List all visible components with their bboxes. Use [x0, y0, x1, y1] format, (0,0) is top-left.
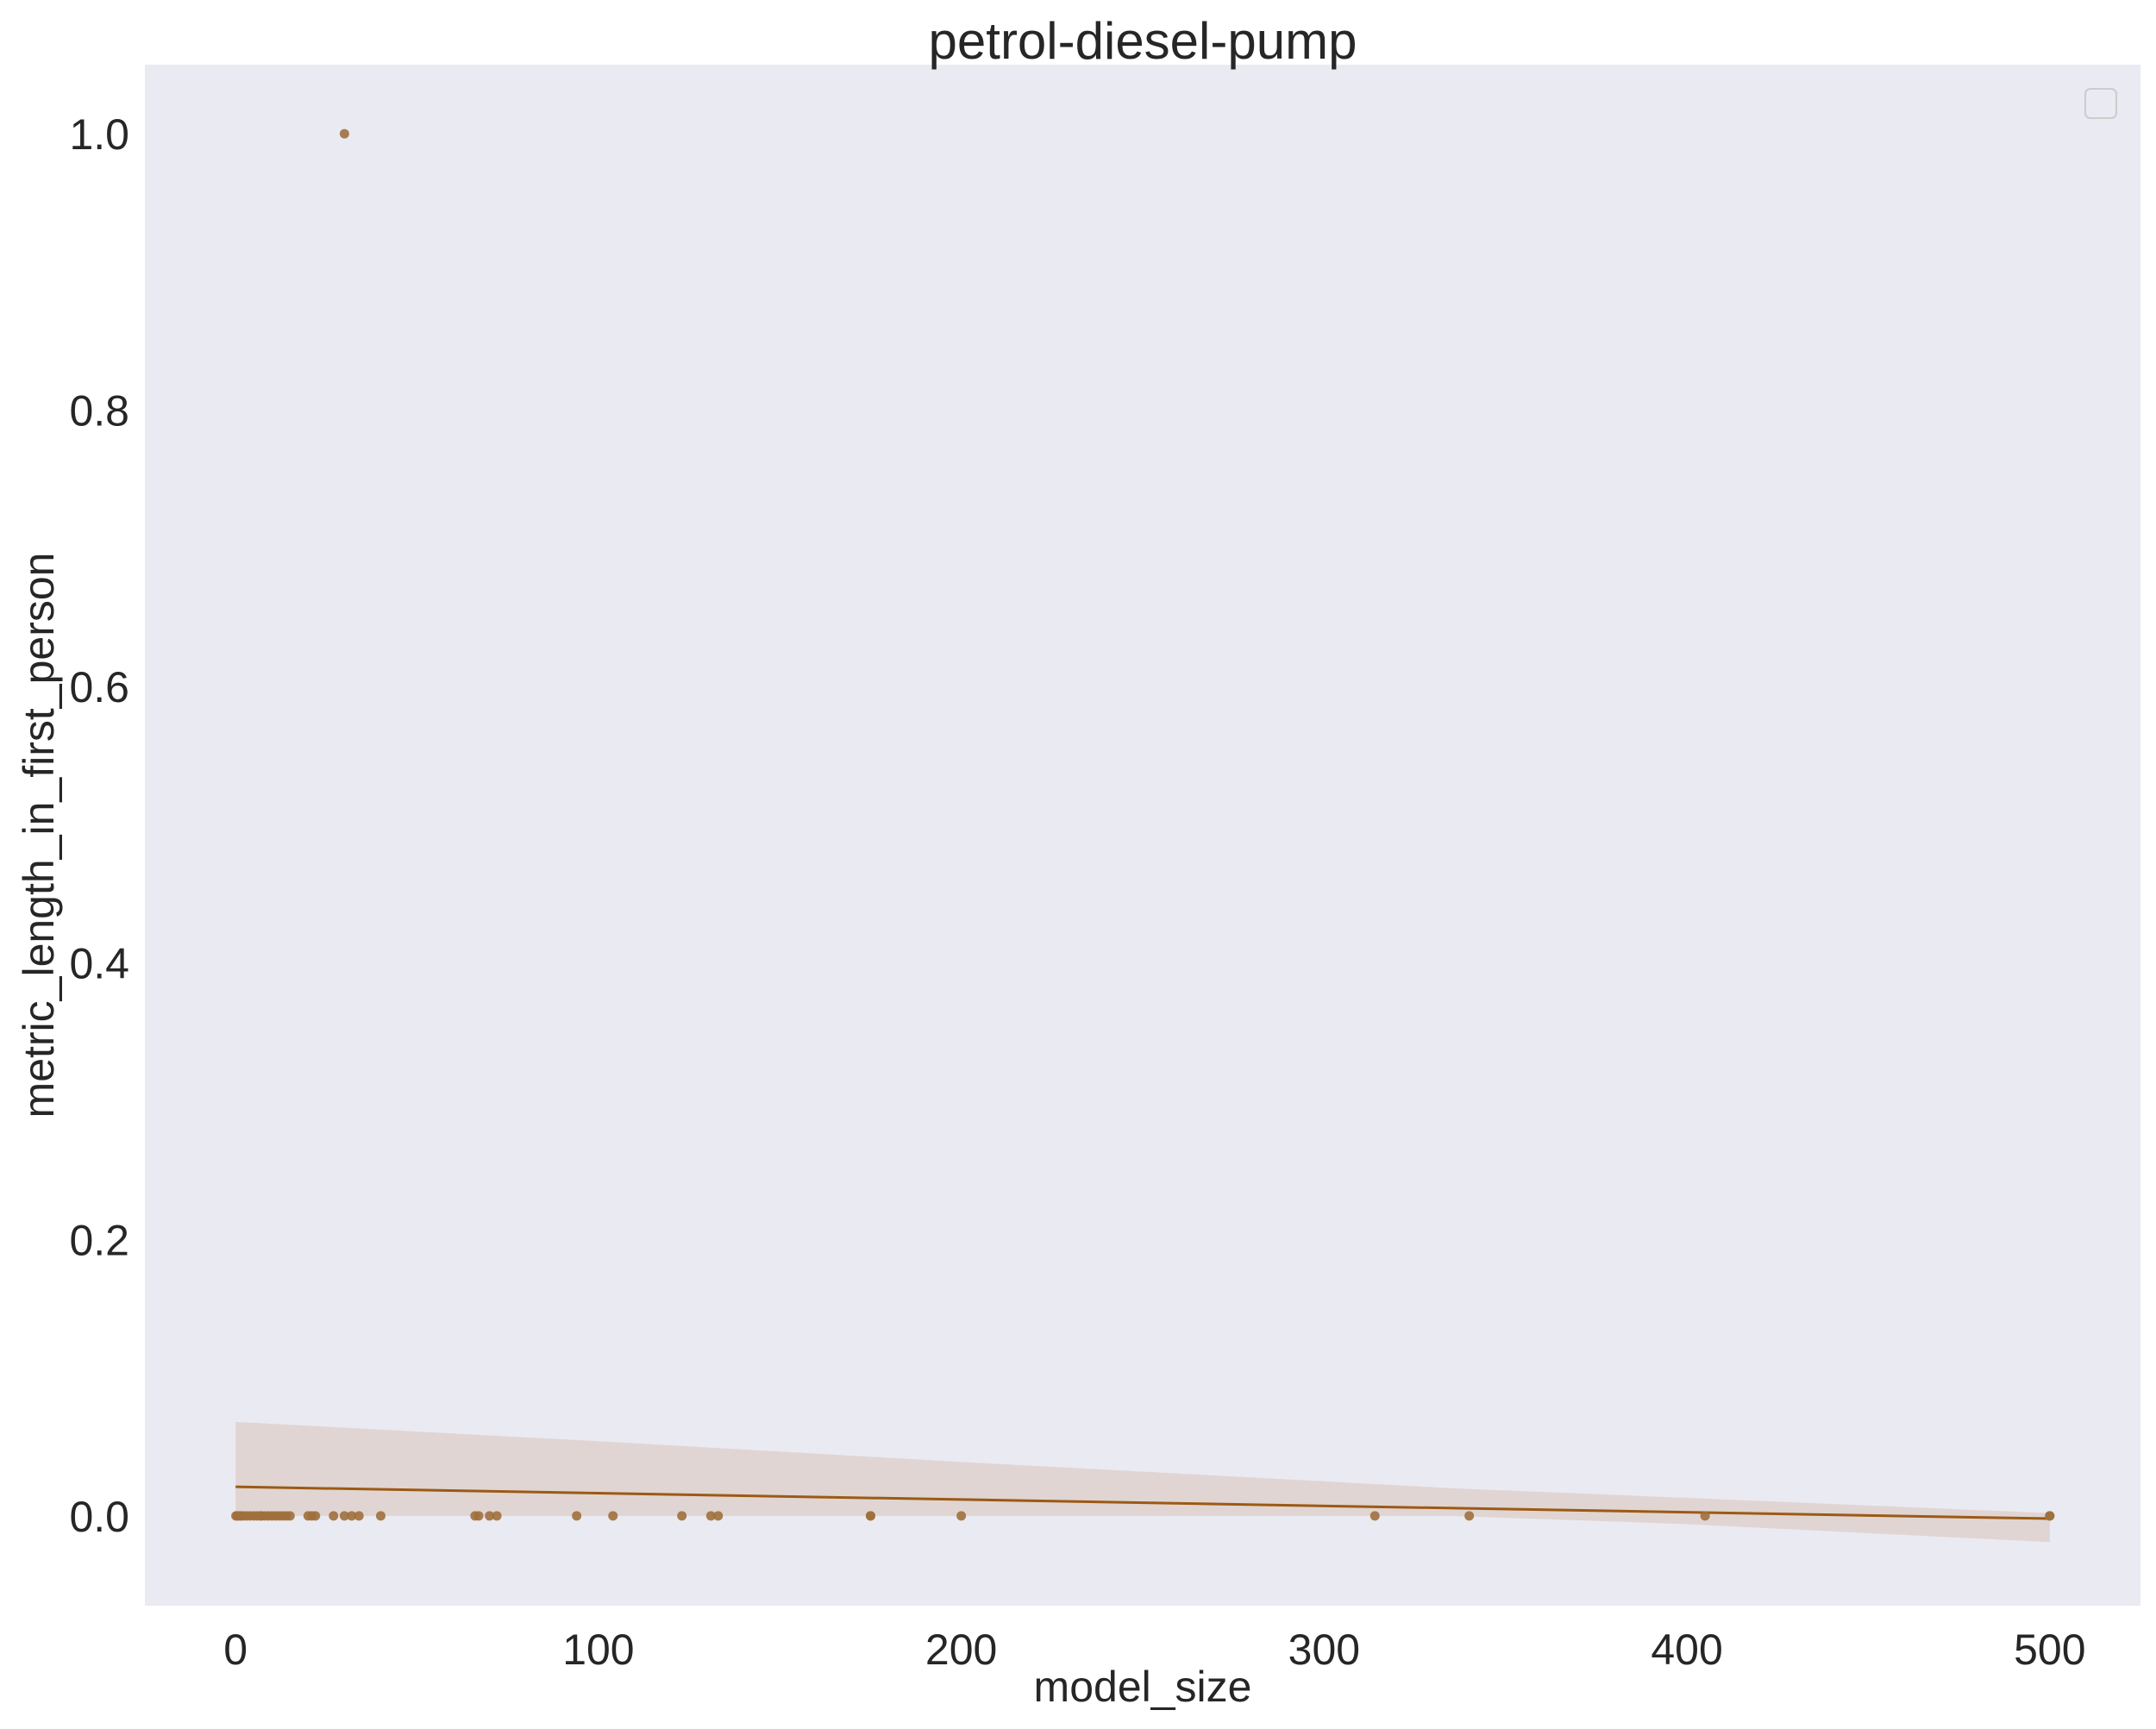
- y-tick-label: 0.0: [69, 1493, 129, 1541]
- scatter-point: [339, 128, 349, 139]
- scatter-point: [865, 1511, 875, 1521]
- legend: [2084, 88, 2117, 119]
- scatter-point: [1700, 1511, 1710, 1521]
- scatter-point: [354, 1511, 364, 1521]
- scatter-point: [473, 1511, 484, 1521]
- scatter-point: [310, 1511, 321, 1521]
- scatter-point: [1464, 1511, 1475, 1521]
- x-tick-label: 400: [1651, 1626, 1722, 1674]
- scatter-point: [375, 1511, 385, 1521]
- scatter-point: [677, 1511, 687, 1521]
- scatter-points-layer: [231, 128, 2055, 1521]
- x-tick-label: 100: [562, 1626, 634, 1674]
- y-axis-ticks: 0.0 0.2 0.4 0.6 0.8 1.0: [69, 110, 129, 1541]
- scatter-point: [492, 1511, 502, 1521]
- plot-area: [145, 65, 2140, 1606]
- scatter-point: [285, 1511, 295, 1521]
- confidence-band-layer: [235, 1421, 2050, 1543]
- scatter-point: [1369, 1511, 1380, 1521]
- regression-line: [235, 1485, 2050, 1520]
- scatter-point: [608, 1511, 618, 1521]
- y-axis-label: metric_length_in_first_person: [15, 553, 63, 1118]
- y-tick-label: 1.0: [69, 110, 129, 159]
- x-tick-label: 200: [925, 1626, 997, 1674]
- confidence-band: [235, 1421, 2050, 1543]
- scatter-point: [2045, 1511, 2055, 1521]
- x-axis-label: model_size: [1034, 1663, 1252, 1711]
- regression-line-layer: [235, 1485, 2050, 1520]
- y-tick-label: 0.2: [69, 1216, 129, 1264]
- scatter-point: [713, 1511, 724, 1521]
- scatter-point: [329, 1511, 339, 1521]
- scatter-point: [347, 1511, 357, 1521]
- y-tick-label: 0.6: [69, 663, 129, 711]
- x-tick-label: 300: [1288, 1626, 1360, 1674]
- x-tick-label: 500: [2014, 1626, 2085, 1674]
- scatter-point: [572, 1511, 582, 1521]
- x-tick-label: 0: [223, 1626, 248, 1674]
- y-tick-label: 0.4: [69, 940, 129, 988]
- scatter-point: [485, 1511, 495, 1521]
- scatter-point: [956, 1511, 967, 1521]
- x-axis-ticks: 0 100 200 300 400 500: [223, 1626, 2085, 1674]
- chart-title: petrol-diesel-pump: [929, 12, 1357, 70]
- y-tick-label: 0.8: [69, 387, 129, 435]
- scatter-point: [705, 1511, 716, 1521]
- scatter-point: [339, 1511, 349, 1521]
